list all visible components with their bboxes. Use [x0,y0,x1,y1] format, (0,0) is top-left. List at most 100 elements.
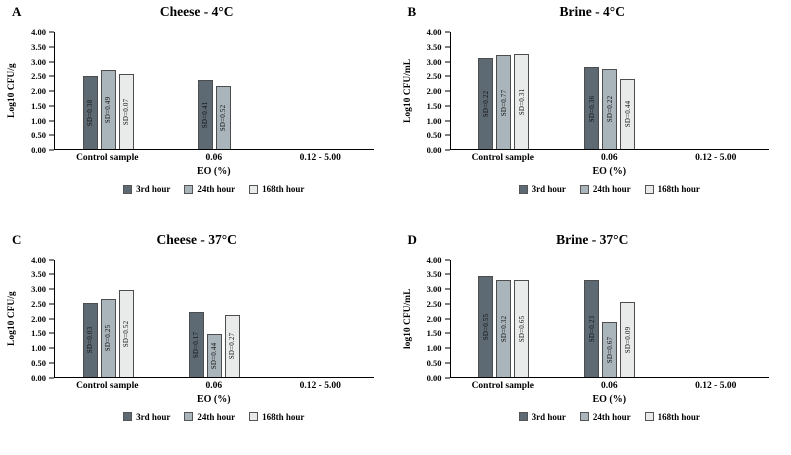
legend-item: 3rd hour [518,184,566,194]
bar-3rd-hour: SD=0.22 [478,58,494,149]
y-tick-mark [444,31,450,33]
sd-label: SD=0.03 [86,327,95,354]
y-tick-mark [444,120,450,121]
y-tick-mark [444,90,450,92]
sd-label: SD=0.23 [587,315,596,343]
sd-label: SD=0.77 [499,89,508,116]
legend-swatch [249,412,259,421]
legend-item: 168th hour [644,411,700,422]
y-tick-mark [444,377,450,378]
sd-label: SD=0.49 [104,96,113,124]
y-tick-label: 0.00 [426,145,442,155]
bar-24th-hour: SD=0.22 [602,68,618,149]
legend-label: 24th hour [197,411,236,422]
bar-24th-hour: SD=0.44 [206,334,222,377]
y-axis: 0.00 0.50 1.00 1.50 2.00 2.50 3.00 3.50 4.00 [416,255,450,383]
y-axis: 0.00 0.50 1.00 1.50 2.00 2.50 3.00 3.50 4.00 [20,27,54,155]
y-tick-mark [444,318,450,319]
legend-swatch [518,184,528,194]
bar-168th-hour: SD=0.09 [620,301,636,377]
panel-brine-4c: B Brine - 4°C Log10 CFU/mL 0.00 0.50 1.00 1… [396,0,791,228]
category-label: 0.12 - 5.00 [695,153,737,163]
category-labels: Control sample 0.06 0.12 - 5.00 [450,381,770,391]
y-tick-label: 3.00 [426,56,442,67]
panel-brine-37c: D Brine - 37°C log10 CFU/mL 0.00 0.50 1.00… [396,228,791,455]
y-tick-label: 1.00 [31,343,46,353]
bar-group: SD=0.36 SD=0.22 SD=0.44 [557,32,663,149]
panel-label: C [12,231,22,247]
y-tick-mark [444,75,450,77]
bar-group: SD=0.23 SD=0.67 SD=0.09 [557,260,663,377]
bar-group: SD=0.41 SD=0.52 [161,32,267,149]
y-tick-label: 2.00 [426,313,442,324]
y-tick-mark [49,288,54,290]
y-tick-mark [444,149,450,151]
sd-label: SD=0.17 [192,331,201,359]
y-tick-label: 3.00 [31,56,46,67]
bar-3rd-hour: SD=0.17 [188,312,204,377]
y-tick-label: 2.00 [31,86,46,96]
legend-item: 3rd hour [123,412,170,422]
sd-label: SD=0.32 [499,315,508,343]
legend-item: 24th hour [184,184,235,194]
y-tick-mark [444,347,450,349]
sd-label: SD=0.07 [122,98,131,126]
y-tick-mark [49,332,54,334]
y-axis: 0.00 0.50 1.00 1.50 2.00 2.50 3.00 3.50 4.00 [416,27,450,155]
bar-3rd-hour: SD=0.55 [478,275,494,377]
bar-group [267,260,373,377]
sd-label: SD=0.41 [201,101,210,129]
bar-168th-hour: SD=0.27 [224,315,240,377]
legend-item: 24th hour [184,412,235,422]
y-tick-label: 3.50 [31,269,46,280]
legend-label: 3rd hour [136,411,171,422]
bar-3rd-hour: SD=0.38 [82,75,98,149]
y-tick-mark [49,120,54,121]
y-tick-mark [49,75,54,77]
legend-swatch [579,184,589,194]
y-tick-mark [49,105,54,107]
sd-label: SD=0.67 [605,336,614,364]
legend-label: 168th hour [657,184,700,194]
plot-area: SD=0.55 SD=0.32 SD=0.65 SD=0.23 SD=0.67 SD=0.… [449,259,769,378]
y-tick-label: 0.00 [426,372,442,383]
y-tick-mark [49,46,54,48]
category-label: Control sample [471,380,534,391]
legend-swatch [518,412,528,421]
chart-title: Cheese - 4°C [159,4,234,19]
x-axis-title: EO (%) [592,393,627,405]
legend-swatch [579,412,589,421]
category-label: 0.06 [205,153,223,163]
sd-label: SD=0.36 [587,95,596,122]
y-tick-label: 4.00 [31,254,46,265]
legend-swatch [123,184,133,194]
y-tick-mark [49,61,54,62]
y-tick-mark [49,259,54,260]
y-tick-mark [49,318,54,319]
legend: 3rd hour 24th hour 168th hour [54,184,374,194]
legend-label: 168th hour [262,184,305,194]
sd-label: SD=0.31 [517,88,526,116]
legend-swatch [644,184,654,194]
y-axis-title: log10 CFU/mL [402,288,413,349]
bar-24th-hour: SD=0.52 [215,86,231,149]
y-tick-label: 2.50 [31,298,46,309]
sd-label: SD=0.25 [104,324,113,352]
y-tick-mark [444,303,450,305]
chart-title: Brine - 37°C [556,231,629,247]
bar-168th-hour: SD=0.31 [514,53,530,149]
sd-label: SD=0.65 [517,315,526,343]
panel-cheese-4c: A Cheese - 4°C Log10 CFU/g 0.00 0.50 1.00 1… [0,0,396,228]
plot-area: SD=0.22 SD=0.77 SD=0.31 SD=0.36 SD=0.22 SD=0.… [449,32,769,150]
bar-group: SD=0.55 SD=0.32 SD=0.65 [451,260,557,377]
sd-label: SD=0.52 [219,104,228,132]
category-labels: Control sample 0.06 0.12 - 5.00 [54,381,374,391]
legend: 3rd hour 24th hour 168th hour [450,412,770,422]
legend-label: 168th hour [657,411,700,422]
legend-label: 3rd hour [531,411,566,422]
y-tick-mark [49,31,54,33]
y-tick-label: 1.50 [426,100,442,111]
bar-168th-hour: SD=0.44 [620,78,636,149]
legend-label: 24th hour [592,411,631,422]
y-tick-mark [444,259,450,260]
